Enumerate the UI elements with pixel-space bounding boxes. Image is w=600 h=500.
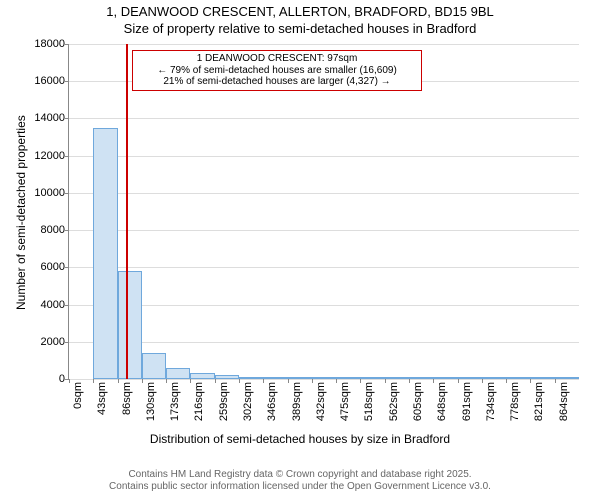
xtick-mark (166, 379, 167, 383)
xtick-label: 562sqm (388, 379, 400, 421)
xtick-mark (190, 379, 191, 383)
footer-line2: Contains public sector information licen… (0, 481, 600, 493)
ytick-label: 10000 (34, 187, 69, 199)
xtick-label: 86sqm (121, 379, 133, 415)
xtick-label: 259sqm (218, 379, 230, 421)
xtick-mark (142, 379, 143, 383)
histogram-bar (215, 375, 239, 379)
annot-line2: ← 79% of semi-detached houses are smalle… (137, 65, 417, 77)
annot-line3: 21% of semi-detached houses are larger (… (137, 76, 417, 88)
xtick-mark (288, 379, 289, 383)
histogram-bar (336, 377, 360, 379)
chart-title-line2: Size of property relative to semi-detach… (0, 21, 600, 36)
histogram-bar (142, 353, 166, 379)
histogram-bar (555, 377, 579, 379)
chart-title-line1: 1, DEANWOOD CRESCENT, ALLERTON, BRADFORD… (0, 4, 600, 19)
histogram-bar (506, 377, 530, 379)
xtick-mark (118, 379, 119, 383)
histogram-bar (433, 377, 457, 379)
histogram-bar (263, 377, 287, 379)
xtick-mark (93, 379, 94, 383)
xtick-label: 605sqm (412, 379, 424, 421)
xtick-label: 216sqm (193, 379, 205, 421)
footer: Contains HM Land Registry data © Crown c… (0, 469, 600, 493)
xtick-mark (312, 379, 313, 383)
footer-line1: Contains HM Land Registry data © Crown c… (0, 469, 600, 481)
xtick-label: 734sqm (485, 379, 497, 421)
xtick-label: 173sqm (169, 379, 181, 421)
annot-line1: 1 DEANWOOD CRESCENT: 97sqm (137, 53, 417, 65)
gridline (69, 156, 579, 157)
histogram-bar (312, 377, 336, 379)
gridline (69, 230, 579, 231)
ytick-label: 4000 (41, 299, 69, 311)
xtick-mark (69, 379, 70, 383)
histogram-bar (385, 377, 409, 379)
plot-area: 0200040006000800010000120001400016000180… (68, 44, 579, 380)
histogram-bar (166, 368, 190, 379)
histogram-bar (288, 377, 312, 379)
xtick-label: 475sqm (339, 379, 351, 421)
xtick-label: 864sqm (558, 379, 570, 421)
xtick-label: 130sqm (145, 379, 157, 421)
ytick-label: 6000 (41, 261, 69, 273)
histogram-bar (458, 377, 482, 379)
xtick-mark (506, 379, 507, 383)
xtick-mark (239, 379, 240, 383)
ytick-label: 2000 (41, 336, 69, 348)
gridline (69, 118, 579, 119)
xtick-label: 302sqm (242, 379, 254, 421)
gridline (69, 44, 579, 45)
ytick-label: 16000 (34, 75, 69, 87)
gridline (69, 305, 579, 306)
marker-line (126, 44, 128, 379)
gridline (69, 267, 579, 268)
xtick-mark (360, 379, 361, 383)
xtick-mark (433, 379, 434, 383)
xtick-label: 648sqm (436, 379, 448, 421)
xtick-label: 432sqm (315, 379, 327, 421)
xtick-mark (385, 379, 386, 383)
y-axis-label: Number of semi-detached properties (14, 115, 28, 310)
xtick-label: 691sqm (461, 379, 473, 421)
annotation-box: 1 DEANWOOD CRESCENT: 97sqm ← 79% of semi… (132, 50, 422, 91)
histogram-bar (239, 377, 263, 379)
histogram-bar (190, 373, 214, 380)
histogram-bar (360, 377, 384, 379)
ytick-label: 8000 (41, 224, 69, 236)
xtick-label: 821sqm (533, 379, 545, 421)
xtick-mark (555, 379, 556, 383)
histogram-bar (530, 377, 554, 379)
gridline (69, 193, 579, 194)
ytick-label: 12000 (34, 150, 69, 162)
xtick-mark (336, 379, 337, 383)
histogram-bar (118, 271, 142, 379)
xtick-label: 43sqm (96, 379, 108, 415)
xtick-label: 778sqm (509, 379, 521, 421)
histogram-bar (482, 377, 506, 379)
gridline (69, 342, 579, 343)
ytick-label: 0 (59, 373, 69, 385)
histogram-bar (93, 128, 117, 379)
xtick-mark (263, 379, 264, 383)
xtick-mark (458, 379, 459, 383)
x-axis-label: Distribution of semi-detached houses by … (0, 432, 600, 446)
xtick-mark (482, 379, 483, 383)
ytick-label: 18000 (34, 38, 69, 50)
xtick-mark (409, 379, 410, 383)
histogram-bar (409, 377, 433, 379)
xtick-label: 0sqm (72, 379, 84, 409)
xtick-mark (215, 379, 216, 383)
xtick-label: 389sqm (291, 379, 303, 421)
ytick-label: 14000 (34, 112, 69, 124)
xtick-label: 518sqm (363, 379, 375, 421)
xtick-mark (530, 379, 531, 383)
xtick-label: 346sqm (266, 379, 278, 421)
